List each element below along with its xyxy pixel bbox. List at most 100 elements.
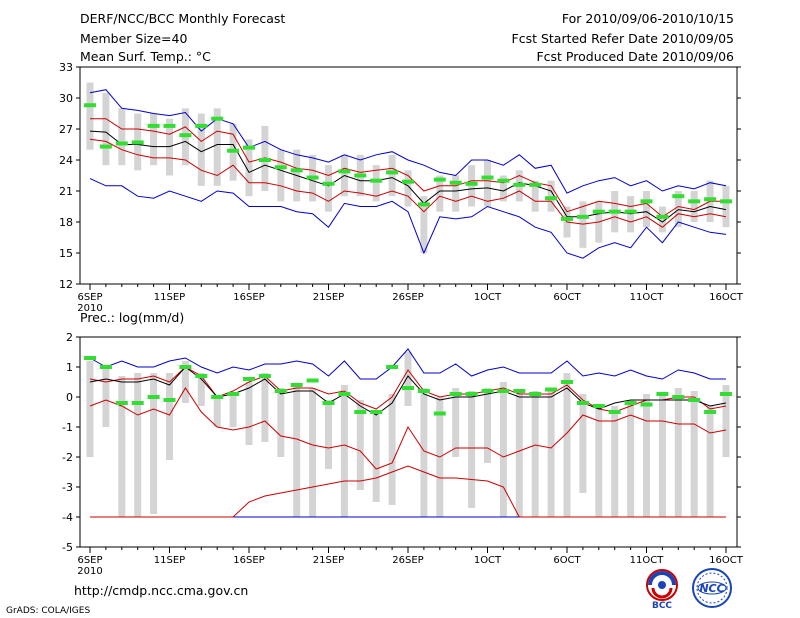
ensemble-box [484,388,491,463]
observed-marker [370,178,383,183]
y-tick-label: 12 [59,278,73,291]
p-low-line [90,465,726,518]
ensemble-box [531,180,539,212]
observed-marker [608,209,621,214]
x-tick-label: 11SEP [154,292,185,303]
ensemble-box [404,352,412,406]
observed-marker [481,389,494,393]
observed-marker [84,356,96,360]
observed-marker [561,380,573,384]
observed-marker [386,365,399,369]
variable-label: Mean Surf. Temp.: °C [80,49,211,64]
observed-marker [211,395,224,399]
x-tick-label: 26SEP [392,292,423,303]
ensemble-box [150,373,158,514]
ensemble-box [213,397,221,427]
observed-marker [720,199,732,204]
observed-marker [131,140,144,145]
observed-marker [322,181,335,186]
y-tick-label: -5 [62,541,73,554]
observed-marker [354,410,367,414]
y-tick-label: -2 [62,451,73,464]
ensemble-box [293,385,301,517]
observed-marker [338,169,351,174]
y-tick-label: 30 [59,92,73,105]
ensemble-box [197,373,205,406]
ensemble-box [150,113,158,166]
ensemble-box [674,191,682,228]
observed-marker [417,389,430,393]
y-tick-label: -1 [62,421,73,434]
observed-marker [195,123,208,128]
ensemble-box [468,391,476,508]
y-tick-label: 1 [66,361,73,374]
x-tick-label: 11SEP [154,555,185,566]
observed-marker [227,392,240,396]
ensemble-box [468,165,476,207]
observed-marker [513,182,526,187]
ensemble-box [181,361,189,403]
ensemble-box [531,391,539,517]
observed-marker [274,389,287,393]
ensemble-box [325,165,332,212]
observed-marker [195,374,208,378]
source-url[interactable]: http://cmdp.ncc.cma.gov.cn [74,583,249,598]
observed-marker [290,383,303,387]
observed-marker [592,404,605,408]
ensemble-box [722,385,730,457]
x-tick-label: 11OCT [630,555,665,566]
x-tick-label: 6SEP [77,555,102,566]
observed-marker [561,216,573,221]
observed-marker [656,214,669,219]
observed-marker [576,214,589,219]
observed-marker [672,395,685,399]
ensemble-box [563,373,571,517]
observed-marker [84,103,96,108]
ensemble-box [356,400,364,490]
x-tick-label: 16SEP [233,292,264,303]
ensemble-box [515,391,523,517]
observed-marker [513,389,526,393]
observed-marker [227,148,240,153]
y-tick-label: 21 [59,185,73,198]
observed-marker [545,196,558,201]
y-tick-label: 27 [59,123,73,136]
y-tick-label: 18 [59,216,73,229]
observed-marker [131,401,144,405]
ensemble-box [102,367,110,427]
observed-marker [274,165,287,170]
observed-marker [624,401,637,405]
ensemble-box [213,108,221,186]
y-tick-label: 0 [66,391,73,404]
observed-marker [481,175,494,180]
observed-marker [449,180,462,185]
observed-marker [163,398,176,402]
ensemble-box [102,92,110,166]
ensemble-box [166,373,173,460]
ensemble-box [658,394,666,517]
observed-marker [417,202,430,207]
x-year-label: 2010 [77,566,102,577]
chart-title: DERF/NCC/BCC Monthly Forecast [80,11,286,26]
observed-marker [179,133,192,138]
ensemble-box [643,191,650,228]
x-tick-label: 6SEP [77,292,102,303]
ensemble-box [118,108,126,166]
ensemble-box [627,196,635,233]
ensemble-box [452,388,460,457]
ensemble-box [579,394,587,493]
observed-marker [163,123,176,128]
ensemble-box [420,196,428,253]
y-tick-label: -4 [62,511,73,524]
ensemble-box [611,406,619,517]
ensemble-box [452,175,460,212]
ensemble-box [245,382,253,445]
ensemble-box [197,113,205,186]
x-tick-label: 16OCT [709,292,744,303]
ensemble-box [340,385,348,517]
observed-marker [497,178,510,183]
ensemble-box [499,175,507,202]
ensemble-box [325,400,332,469]
observed-marker [704,410,717,414]
